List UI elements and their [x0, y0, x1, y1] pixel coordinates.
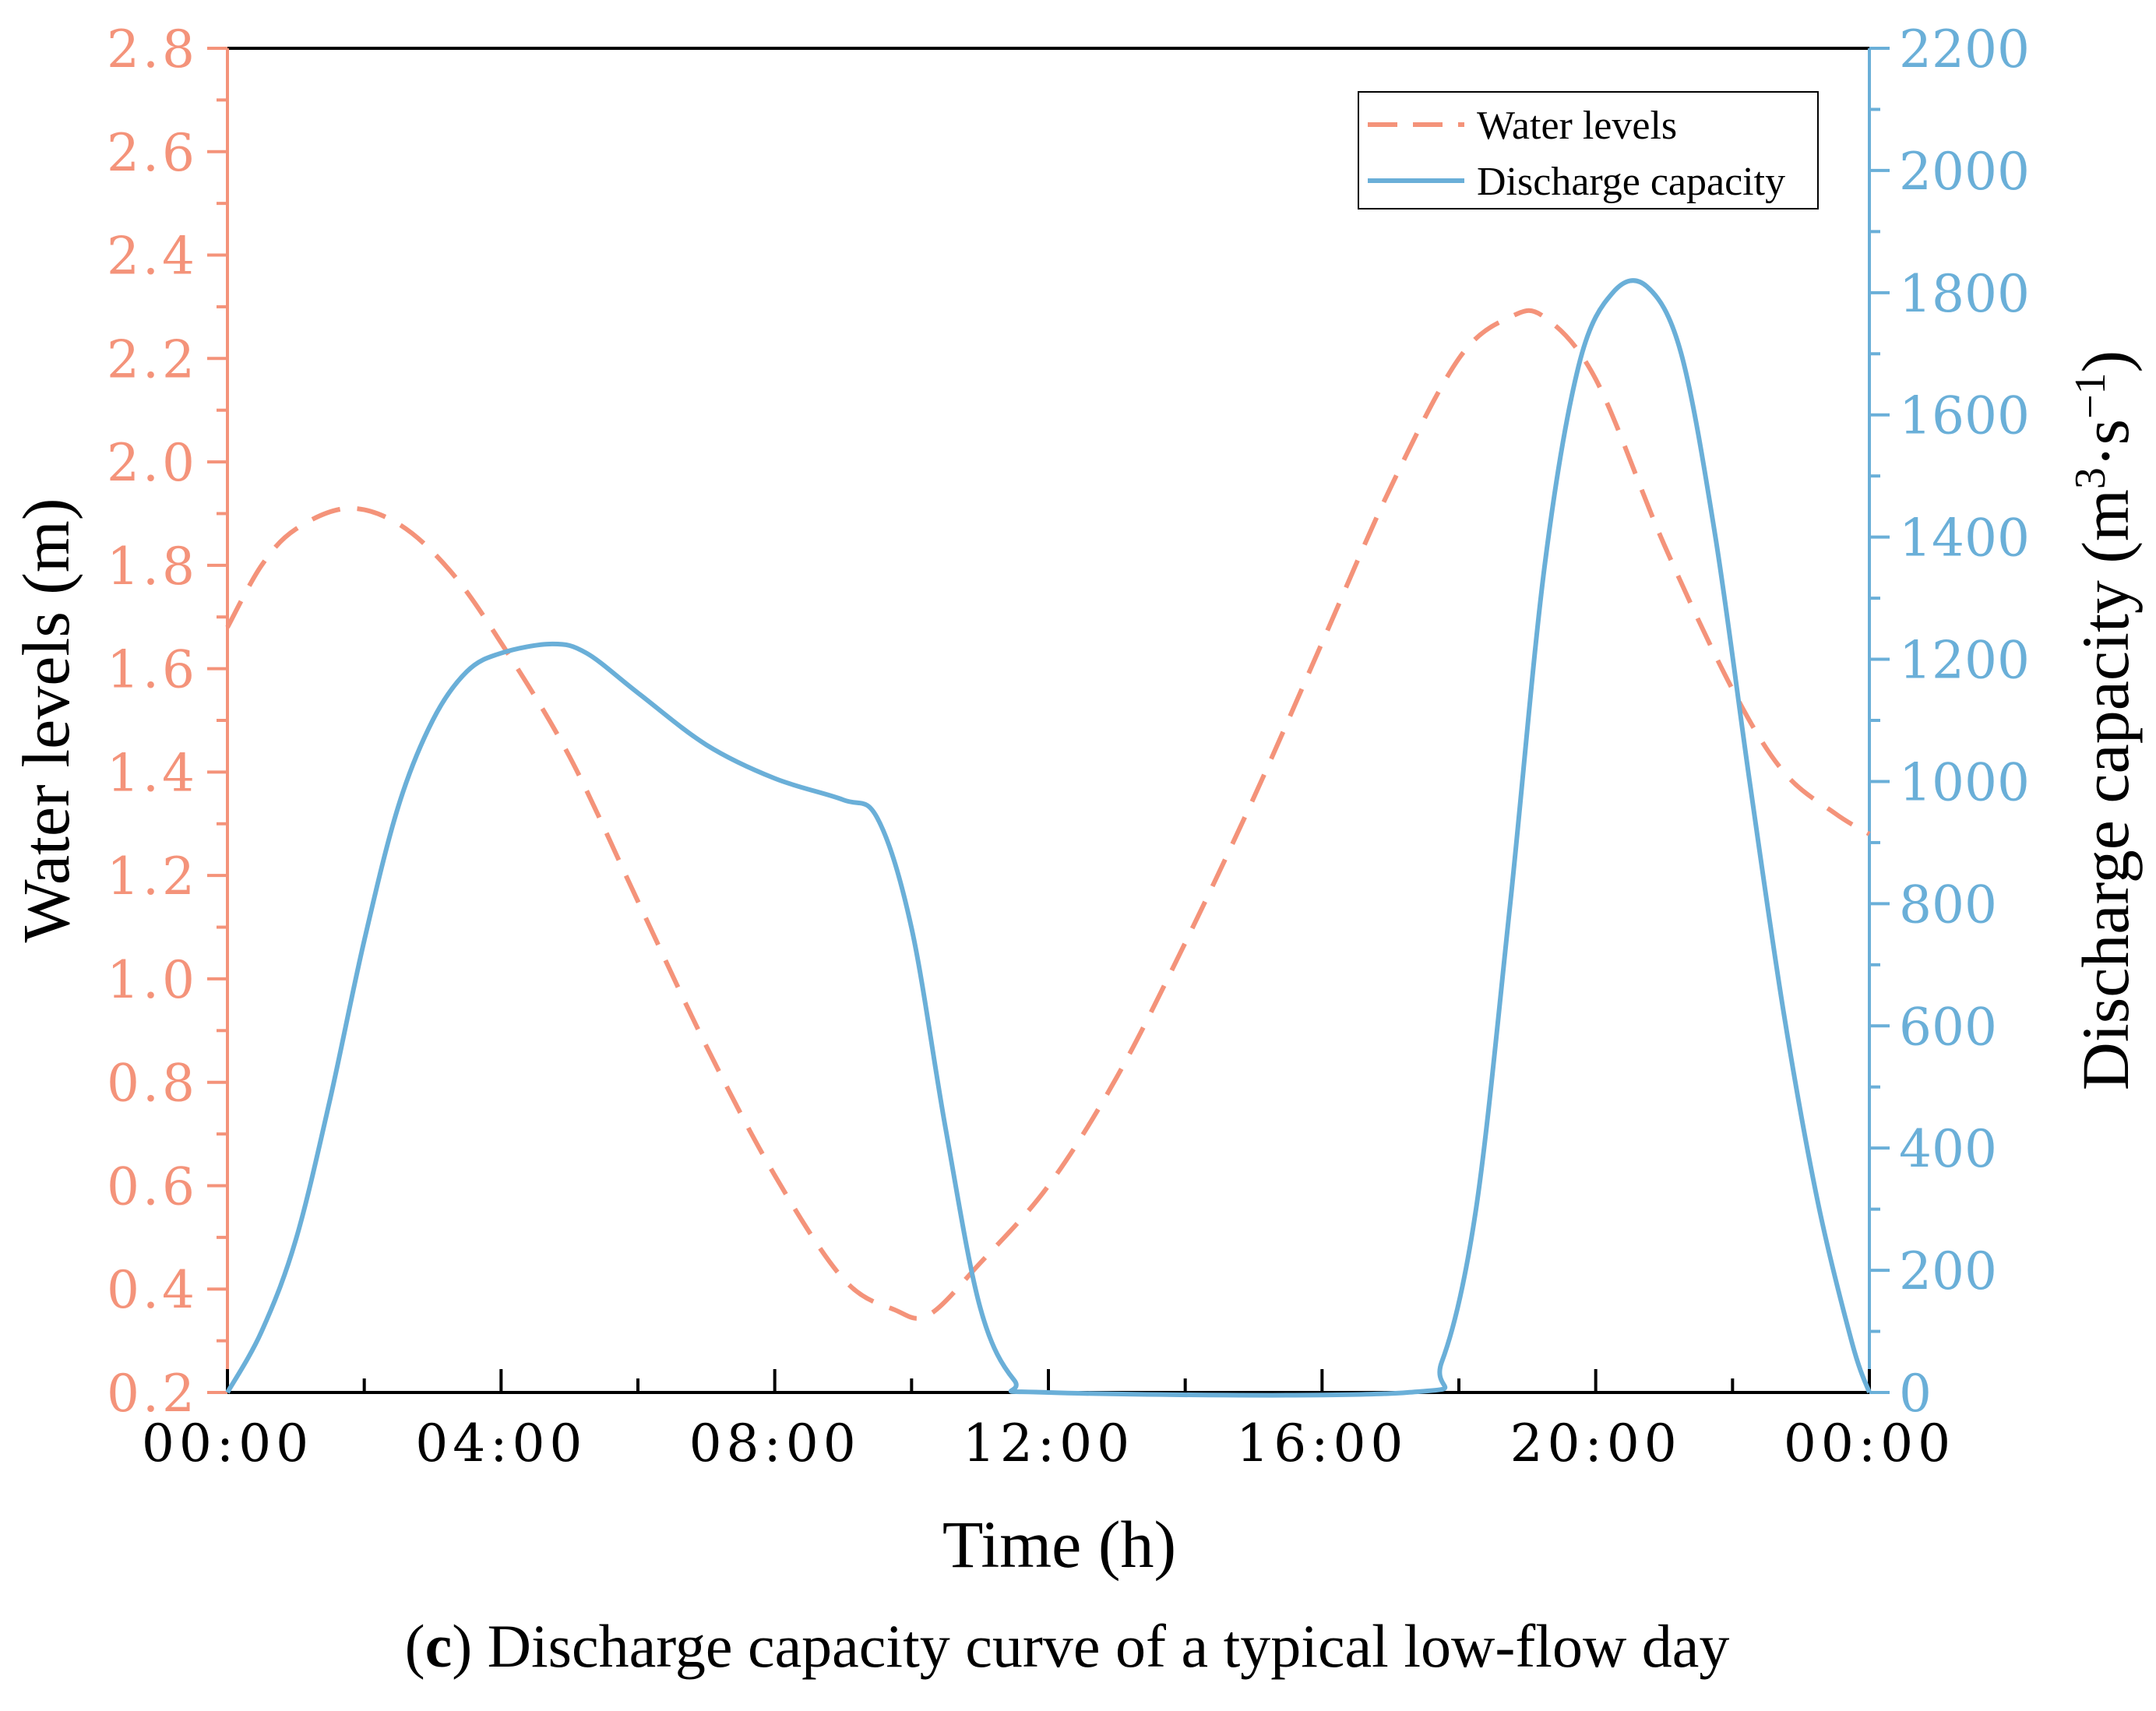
- left-tick-label-3: 0.8: [107, 1054, 198, 1114]
- right-tick-label-5: 1000: [1899, 752, 2030, 812]
- x-axis-title: Time (h): [942, 1507, 1176, 1582]
- right-y-axis-title-sup-neg1: −1: [2066, 372, 2115, 419]
- x-tick-label-4: 16:00: [1236, 1414, 1407, 1473]
- right-tick-label-2: 400: [1899, 1119, 1997, 1179]
- left-tick-label-6: 1.4: [107, 743, 198, 803]
- series-line-water-levels: [225, 308, 1871, 1321]
- left-tick-label-5: 1.2: [107, 847, 198, 907]
- right-y-axis-title-mid: ·s: [2068, 419, 2143, 467]
- series-layer: [225, 278, 1872, 1398]
- left-tick-label-7: 1.6: [107, 640, 198, 700]
- x-tick-label-2: 08:00: [689, 1414, 861, 1473]
- left-tick-label-11: 2.4: [107, 227, 198, 287]
- x-tick-label-6: 00:00: [1784, 1414, 1955, 1473]
- right-tick-label-8: 1600: [1899, 386, 2030, 446]
- left-tick-label-4: 1.0: [107, 950, 198, 1010]
- x-tick-label-1: 04:00: [415, 1414, 587, 1473]
- right-tick-label-1: 200: [1899, 1241, 1997, 1301]
- right-tick-label-0: 0: [1899, 1364, 1932, 1424]
- left-tick-label-1: 0.4: [107, 1260, 198, 1320]
- right-y-axis-title: Discharge capacity (m3·s−1): [2066, 350, 2143, 1090]
- right-tick-label-10: 2000: [1899, 142, 2030, 202]
- left-tick-label-9: 2.0: [107, 433, 198, 493]
- figure-caption: (c) Discharge capacity curve of a typica…: [405, 1612, 1730, 1680]
- legend-box: [1358, 91, 1819, 209]
- right-tick-label-3: 600: [1899, 997, 1997, 1057]
- x-tick-label-3: 12:00: [963, 1414, 1134, 1473]
- right-tick-label-11: 2200: [1899, 19, 2030, 79]
- right-tick-label-4: 800: [1899, 875, 1997, 935]
- legend: Water levels Discharge capacity: [1358, 91, 1819, 209]
- right-y-axis-title-end: ): [2068, 350, 2143, 373]
- caption-text: ) Discharge capacity curve of a typical …: [452, 1612, 1729, 1680]
- left-tick-label-8: 1.8: [107, 537, 198, 597]
- left-tick-label-2: 0.6: [107, 1157, 198, 1216]
- x-tick-label-5: 20:00: [1510, 1414, 1682, 1473]
- tick-labels: 00:00 04:00 08:00 12:00 16:00 20:00 00:000.20.…: [107, 19, 2030, 1473]
- right-tick-label-9: 1800: [1899, 264, 2030, 324]
- right-tick-label-7: 1400: [1899, 509, 2030, 569]
- right-tick-label-6: 1200: [1899, 631, 2030, 691]
- left-y-axis-title: Water levels (m): [9, 498, 83, 943]
- left-tick-label-10: 2.2: [107, 329, 198, 389]
- series-line-discharge-capacity: [225, 278, 1872, 1398]
- left-tick-label-12: 2.6: [107, 123, 198, 183]
- caption-open-paren: (: [405, 1612, 425, 1680]
- left-tick-label-13: 2.8: [107, 19, 198, 79]
- legend-label-water-levels: Water levels: [1477, 104, 1677, 148]
- left-tick-label-0: 0.2: [107, 1364, 198, 1424]
- right-y-axis-title-sup3: 3: [2066, 467, 2115, 489]
- axis-ticks: [207, 47, 1890, 1394]
- caption-letter: c: [425, 1612, 453, 1680]
- x-tick-label-0: 00:00: [142, 1414, 313, 1473]
- legend-label-discharge-capacity: Discharge capacity: [1477, 160, 1785, 204]
- plot-frame: [226, 47, 1871, 1394]
- right-y-axis-title-main: Discharge capacity (m: [2068, 489, 2143, 1090]
